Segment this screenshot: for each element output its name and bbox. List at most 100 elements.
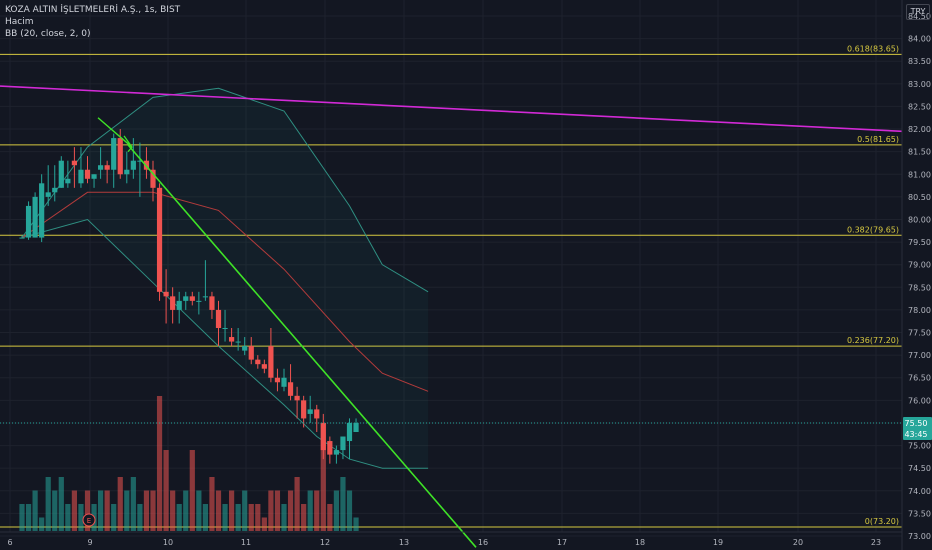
currency-button[interactable]: TRY <box>906 4 930 20</box>
y-tick-label: 82.00 <box>908 125 931 134</box>
volume-bar <box>346 490 353 531</box>
candle-body <box>52 187 58 193</box>
x-tick-label: 10 <box>163 538 173 547</box>
countdown-label: 43:45 <box>904 430 927 439</box>
volume-bar <box>215 490 222 531</box>
volume-bar <box>261 517 267 531</box>
y-tick-label: 79.00 <box>908 261 931 270</box>
candle-body <box>163 291 169 297</box>
volume-bar <box>58 477 64 531</box>
volume-bar <box>196 490 202 531</box>
volume-indicator-label[interactable]: Hacim <box>5 17 34 27</box>
y-tick-label: 81.00 <box>908 170 931 179</box>
volume-bar <box>111 504 117 531</box>
x-tick-label: 6 <box>7 538 12 547</box>
candle-body <box>150 169 156 188</box>
fib-level-label: 0.382(79.65) <box>847 225 899 234</box>
candle-body <box>320 422 326 451</box>
trendline-green-short <box>97 117 133 148</box>
candle-body <box>25 205 32 238</box>
y-tick-label: 81.50 <box>908 148 931 157</box>
y-tick-label: 73.00 <box>908 532 931 541</box>
current-price-label: 75.50 <box>905 419 928 428</box>
candle-body <box>294 395 300 401</box>
candlesticks <box>19 129 359 464</box>
candle-body <box>301 400 307 419</box>
candle-body <box>209 296 215 310</box>
x-tick-label: 16 <box>478 538 488 547</box>
candle-body <box>156 187 163 292</box>
volume-bar <box>202 504 208 531</box>
volume-bar <box>242 490 248 531</box>
y-tick-label: 75.00 <box>908 442 931 451</box>
candle-body <box>78 169 84 184</box>
x-tick-label: 11 <box>241 538 251 547</box>
volume-bar <box>117 477 123 531</box>
volume-bar <box>137 504 143 531</box>
symbol-title[interactable]: KOZA ALTIN İŞLETMELERİ A.Ş., 1s, BIST <box>5 5 181 15</box>
trend-lines[interactable]: E <box>0 85 903 548</box>
y-tick-label: 82.50 <box>908 102 931 111</box>
y-tick-label: 74.00 <box>908 487 931 496</box>
y-tick-label: 84.00 <box>908 35 931 44</box>
volume-bar <box>294 477 300 531</box>
volume-bar <box>98 490 104 531</box>
volume-bar <box>183 490 189 531</box>
chart-legend: KOZA ALTIN İŞLETMELERİ A.Ş., 1s, BIST Ha… <box>5 4 180 40</box>
volume-bar <box>314 490 320 531</box>
volume-bar <box>32 490 38 531</box>
fib-level-label: 0.618(83.65) <box>847 44 899 53</box>
y-tick-label: 77.50 <box>908 329 931 338</box>
y-tick-label: 73.50 <box>908 509 931 518</box>
volume-bar <box>170 490 176 531</box>
candle-body <box>346 422 353 442</box>
candle-body <box>261 364 267 369</box>
y-tick-label: 74.50 <box>908 464 931 473</box>
y-tick-label: 84.50 <box>908 12 931 21</box>
volume-bar <box>320 423 326 531</box>
bb-indicator-label[interactable]: BB (20, close, 2, 0) <box>5 29 91 39</box>
y-tick-label: 83.00 <box>908 80 931 89</box>
candle-body <box>91 174 97 179</box>
y-tick-label: 77.00 <box>908 351 931 360</box>
y-tick-label: 83.50 <box>908 57 931 66</box>
earnings-marker-label: E <box>87 517 91 525</box>
volume-bar <box>65 504 71 531</box>
arrow-head <box>123 135 133 153</box>
candle-body <box>58 160 64 188</box>
x-tick-label: 13 <box>399 538 409 547</box>
candle-body <box>235 341 241 343</box>
bb-basis-line <box>21 191 429 392</box>
x-tick-label: 19 <box>713 538 723 547</box>
volume-bar <box>176 504 182 531</box>
volume-bar <box>307 490 313 531</box>
candle-body <box>287 382 294 396</box>
candle-body <box>327 441 333 455</box>
candle-body <box>19 237 25 239</box>
current-price-badge <box>903 416 932 440</box>
candle-body <box>307 409 313 414</box>
x-tick-label: 20 <box>793 538 803 547</box>
bollinger-bands <box>21 87 429 469</box>
volume-bar <box>248 504 254 531</box>
bb-upper-line <box>21 87 429 293</box>
candle-body <box>314 409 320 419</box>
bb-lower-line <box>21 218 429 469</box>
volume-bar <box>189 450 195 531</box>
candle-body <box>39 183 45 238</box>
x-tick-label: 23 <box>871 538 881 547</box>
candle-body <box>255 359 261 365</box>
candle-body <box>274 377 281 383</box>
x-tick-label: 18 <box>635 538 645 547</box>
volume-bar <box>84 490 91 531</box>
candle-body <box>137 160 143 162</box>
x-tick-label: 17 <box>557 538 567 547</box>
y-tick-label: 79.50 <box>908 238 931 247</box>
fibonacci-retracement[interactable]: 0.618(83.65) 0.5(81.65) 0.382(79.65) 0.236(… <box>0 44 902 528</box>
candle-body <box>229 337 235 342</box>
volume-bar <box>209 477 215 531</box>
volume-bar <box>19 504 25 531</box>
candle-body <box>71 160 77 166</box>
